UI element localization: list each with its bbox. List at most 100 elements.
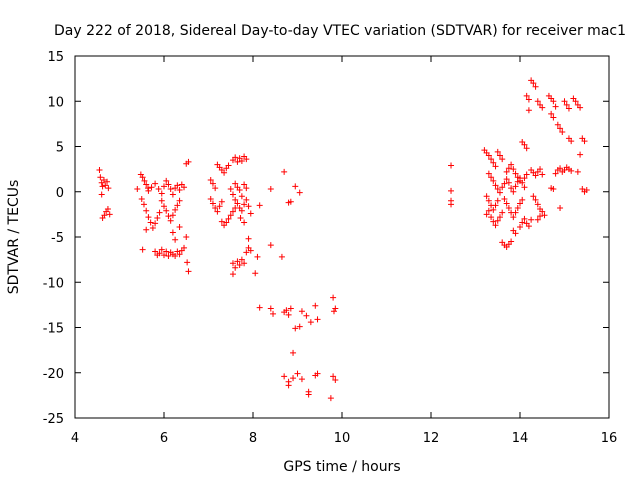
data-point [209, 200, 216, 207]
data-point [174, 182, 181, 189]
data-point [512, 170, 519, 177]
data-point [490, 159, 497, 166]
data-point [508, 161, 515, 168]
data-point [521, 184, 528, 191]
data-point [577, 151, 584, 158]
data-point [241, 219, 248, 226]
data-point [496, 189, 503, 196]
data-point [565, 105, 572, 112]
data-point [241, 260, 248, 267]
data-point [307, 319, 314, 326]
data-point [488, 156, 495, 163]
data-point [448, 187, 455, 194]
data-point [141, 177, 148, 184]
data-point [181, 244, 188, 251]
data-point [245, 203, 252, 210]
data-point [523, 171, 530, 178]
data-point [165, 253, 172, 260]
data-point [330, 373, 337, 380]
data-point [494, 148, 501, 155]
data-point [528, 216, 535, 223]
data-point [448, 201, 455, 208]
data-point [496, 214, 503, 221]
data-point [243, 185, 250, 192]
data-point [139, 246, 146, 253]
x-tick-label: 14 [512, 431, 529, 446]
data-point [100, 176, 107, 183]
data-point [106, 211, 113, 218]
data-point [530, 80, 537, 87]
data-point [104, 178, 111, 185]
data-point [537, 213, 544, 220]
data-point [165, 181, 172, 188]
data-point [525, 223, 532, 230]
y-tick-label: -10 [43, 276, 64, 291]
data-point [534, 98, 541, 105]
data-point [232, 196, 239, 203]
y-tick-label: 15 [47, 50, 64, 65]
data-point [229, 208, 236, 215]
data-point [521, 141, 528, 148]
data-point [287, 305, 294, 312]
data-point [163, 248, 170, 255]
data-point [550, 98, 557, 105]
data-point [256, 202, 263, 209]
data-point [98, 191, 105, 198]
data-point [512, 183, 519, 190]
data-point [312, 302, 319, 309]
data-point [517, 224, 523, 231]
data-point [214, 208, 221, 215]
data-point [488, 214, 495, 221]
data-point [234, 158, 241, 165]
data-point [490, 206, 497, 213]
data-point [303, 312, 310, 319]
y-tick-label: -5 [51, 231, 64, 246]
data-point [227, 212, 234, 219]
data-point [243, 156, 250, 163]
data-point [559, 129, 566, 136]
data-point [503, 200, 510, 207]
data-point [134, 186, 141, 193]
y-tick-label: 5 [56, 141, 64, 156]
y-tick-labels: 15 10 5 0 -5 -10 -15 -20 -25 [43, 50, 64, 427]
data-point [278, 253, 285, 260]
data-point [505, 205, 512, 212]
data-point [550, 186, 557, 193]
data-point [237, 214, 244, 221]
data-point [143, 181, 150, 188]
data-point [227, 186, 234, 193]
data-point [523, 92, 530, 99]
data-point [176, 186, 183, 193]
y-tick-label: -25 [43, 412, 64, 427]
data-point [236, 186, 243, 193]
data-point [105, 185, 112, 192]
data-point [503, 168, 510, 175]
data-point [541, 212, 548, 219]
data-point [148, 184, 155, 191]
data-point [139, 174, 146, 181]
data-point [499, 209, 506, 216]
data-point [512, 209, 519, 216]
axis-ticks [74, 55, 610, 419]
x-tick-label: 8 [249, 431, 257, 446]
data-point [532, 83, 539, 90]
data-point [183, 234, 190, 240]
data-point [232, 180, 239, 187]
data-point [221, 169, 228, 176]
data-point [552, 103, 559, 110]
data-point [161, 183, 167, 190]
data-point [169, 212, 176, 219]
data-point [209, 180, 216, 187]
data-point [176, 197, 183, 204]
data-point [145, 214, 152, 221]
chart-title: Day 222 of 2018, Sidereal Day-to-day VTE… [54, 23, 626, 39]
data-point [485, 207, 492, 214]
data-point [290, 375, 297, 382]
data-point [494, 186, 501, 193]
data-point [490, 218, 497, 225]
data-point [521, 215, 528, 222]
data-point [241, 201, 248, 208]
data-point [523, 145, 530, 152]
data-point [158, 246, 165, 253]
